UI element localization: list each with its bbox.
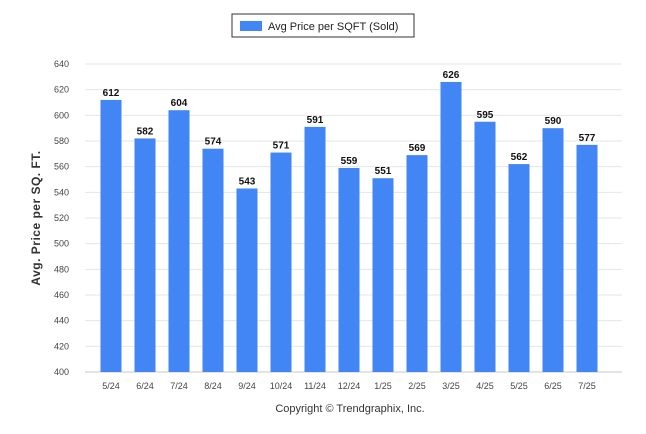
bars xyxy=(100,81,598,372)
y-axis-ticks: 400 420 440 460 480 500 520 540 560 580 600 620 640 xyxy=(54,59,69,377)
y-tick-label: 480 xyxy=(54,264,69,274)
data-labels: 612 582 604 574 543 571 591 559 551 569 626 595 562 5… xyxy=(103,70,596,188)
x-tick-label: 3/25 xyxy=(442,381,460,391)
data-label: 577 xyxy=(579,133,596,144)
bar xyxy=(338,167,360,372)
legend-swatch xyxy=(240,21,262,31)
bar xyxy=(474,121,496,372)
y-tick-label: 520 xyxy=(54,213,69,223)
y-tick-label: 620 xyxy=(54,85,69,95)
copyright-text: Copyright © Trendgraphix, Inc. xyxy=(275,403,424,415)
bar xyxy=(372,178,394,372)
x-tick-label: 5/25 xyxy=(510,381,528,391)
y-axis-label: Avg. Price per SQ. FT. xyxy=(29,150,43,285)
x-axis-ticks: 5/24 6/24 7/24 8/24 9/24 10/24 11/24 12/24 1/25 2… xyxy=(102,381,596,391)
bar xyxy=(304,126,326,372)
x-tick-label: 9/24 xyxy=(238,381,256,391)
bar xyxy=(508,164,530,372)
data-label: 562 xyxy=(511,152,528,163)
data-label: 591 xyxy=(307,115,324,126)
bar xyxy=(202,148,224,372)
x-tick-label: 7/24 xyxy=(170,381,188,391)
x-tick-label: 12/24 xyxy=(338,381,361,391)
data-label: 559 xyxy=(341,156,358,167)
bar xyxy=(406,155,428,372)
legend-box xyxy=(231,13,415,38)
x-tick-label: 1/25 xyxy=(374,381,392,391)
bar xyxy=(440,81,462,372)
y-tick-label: 600 xyxy=(54,110,69,120)
data-label: 571 xyxy=(273,141,290,152)
y-tick-label: 400 xyxy=(54,367,69,377)
bar xyxy=(100,99,122,372)
data-label: 551 xyxy=(375,166,392,177)
legend: Avg Price per SQFT (Sold) xyxy=(231,13,415,38)
data-label: 574 xyxy=(205,137,222,148)
y-tick-label: 420 xyxy=(54,341,69,351)
x-tick-label: 11/24 xyxy=(304,381,326,391)
bar xyxy=(134,138,156,372)
bar xyxy=(270,152,292,372)
y-tick-label: 440 xyxy=(54,316,69,326)
y-tick-label: 560 xyxy=(54,162,69,172)
data-label: 612 xyxy=(103,88,120,99)
x-tick-label: 2/25 xyxy=(408,381,426,391)
x-tick-label: 6/25 xyxy=(544,381,562,391)
x-tick-label: 4/25 xyxy=(476,381,494,391)
data-label: 604 xyxy=(171,98,188,109)
x-tick-label: 10/24 xyxy=(270,381,293,391)
data-label: 582 xyxy=(137,126,154,137)
bar xyxy=(542,128,564,372)
x-tick-label: 6/24 xyxy=(136,381,154,391)
data-label: 595 xyxy=(477,110,494,121)
x-tick-label: 5/24 xyxy=(102,381,120,391)
y-tick-label: 540 xyxy=(54,187,69,197)
legend-label: Avg Price per SQFT (Sold) xyxy=(268,21,398,33)
data-label: 626 xyxy=(443,70,460,81)
y-tick-label: 460 xyxy=(54,290,69,300)
bar xyxy=(576,144,598,372)
x-tick-label: 8/24 xyxy=(204,381,222,391)
data-label: 569 xyxy=(409,143,426,154)
y-tick-label: 580 xyxy=(54,136,69,146)
data-label: 543 xyxy=(239,176,256,187)
y-tick-label: 500 xyxy=(54,239,69,249)
y-tick-label: 640 xyxy=(54,59,69,69)
bar xyxy=(168,110,190,372)
data-label: 590 xyxy=(545,116,562,127)
x-tick-label: 7/25 xyxy=(578,381,596,391)
bar xyxy=(236,188,258,372)
